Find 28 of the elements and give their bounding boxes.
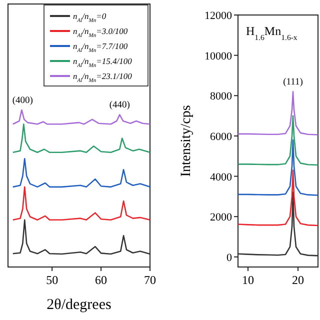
annotation: (440) (109, 100, 130, 111)
legend-label: n$_{Al}$/n$_{Mn}$=7.7/100 (73, 41, 128, 54)
x-tick-label: 50 (46, 273, 58, 287)
legend-label: n$_{Al}$/n$_{Mn}$=15.4/100 (73, 56, 133, 69)
y-tick-label: 2000 (210, 212, 232, 224)
y-axis-title: Intensity/cps (179, 105, 194, 177)
y-tick-label: 6000 (210, 130, 232, 143)
y-tick-label: 0 (226, 252, 232, 264)
x-axis-title: 2θ/degrees (46, 297, 112, 313)
legend-label: n$_{Al}$/n$_{Mn}$=23.1/100 (73, 71, 133, 84)
y-tick-label: 12000 (204, 10, 232, 22)
y-tick-label: 4000 (210, 171, 232, 184)
y-tick-label: 8000 (210, 90, 232, 103)
line-series (237, 192, 319, 256)
x-tick-label: 10 (242, 273, 254, 287)
y-tick-label: 10000 (204, 50, 232, 62)
line-series (237, 139, 319, 196)
x-tick-label: 60 (95, 273, 108, 287)
line-series (237, 115, 319, 166)
x-tick-label: 20 (292, 273, 304, 287)
legend-label: n$_{Al}$/n$_{Mn}$=0 (73, 11, 107, 24)
annotation: (111) (283, 78, 303, 88)
line-series (237, 90, 319, 136)
annotation: H$_{1.6}$Mn$_{1.6-x}$ (246, 24, 298, 42)
x-tick-label: 70 (144, 273, 156, 287)
legend-label: n$_{Al}$/n$_{Mn}$=3.0/100 (73, 26, 128, 39)
line-series (237, 170, 319, 226)
annotation: (400) (12, 96, 33, 106)
